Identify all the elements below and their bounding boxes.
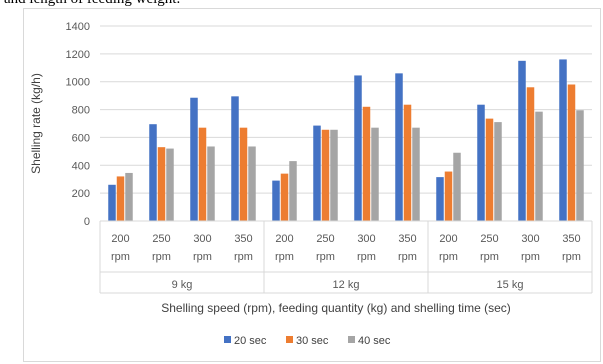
bar <box>362 106 371 221</box>
x-category-value: 300 <box>357 233 375 245</box>
bar <box>576 110 584 221</box>
x-category-value: 200 <box>439 233 457 245</box>
bar <box>412 127 420 221</box>
bar <box>559 59 567 221</box>
bar-chart: 0 200 400 600 800 1000 1200 1400 200 rpm 250 rpm 300… <box>29 21 593 347</box>
gridlines <box>100 25 592 194</box>
bar <box>518 60 526 222</box>
bar <box>116 176 125 221</box>
bar <box>108 184 116 221</box>
bar <box>371 127 379 221</box>
bar <box>477 104 485 221</box>
y-tick-label: 600 <box>72 132 90 144</box>
bar <box>157 147 166 221</box>
x-category-value: 250 <box>480 233 498 245</box>
legend-label: 30 sec <box>296 335 329 347</box>
bar <box>198 127 207 221</box>
y-axis-title: Shelling rate (kg/h) <box>29 73 43 174</box>
bar <box>567 84 576 221</box>
x-category-value: 350 <box>398 233 416 245</box>
bar <box>149 124 157 221</box>
bar <box>248 146 256 221</box>
axes: 0 200 400 600 800 1000 1200 1400 200 rpm 250 rpm 300… <box>66 21 593 294</box>
bar <box>535 111 543 221</box>
bars <box>108 59 584 222</box>
bar <box>321 129 330 221</box>
bar <box>280 173 289 221</box>
bar <box>485 118 494 221</box>
x-group-label: 12 kg <box>333 279 360 291</box>
bar <box>436 177 444 221</box>
bar <box>272 180 280 221</box>
x-axis-title: Shelling speed (rpm), feeding quantity (… <box>161 301 511 315</box>
x-category-value: 300 <box>193 233 211 245</box>
bar <box>403 104 412 221</box>
x-category-value: 250 <box>316 233 334 245</box>
x-category-unit: rpm <box>357 251 376 263</box>
legend-swatch <box>348 336 355 343</box>
x-category-unit: rpm <box>111 251 130 263</box>
legend-label: 40 sec <box>358 335 391 347</box>
bar <box>494 122 502 221</box>
x-group-label: 9 kg <box>172 279 193 291</box>
bar <box>166 148 174 221</box>
x-category-value: 350 <box>562 233 580 245</box>
y-tick-label: 1400 <box>66 21 90 33</box>
legend-label: 20 sec <box>234 335 267 347</box>
x-category-unit: rpm <box>193 251 212 263</box>
bar <box>239 127 248 221</box>
bar <box>207 146 215 221</box>
x-category-unit: rpm <box>234 251 253 263</box>
x-category-value: 200 <box>111 233 129 245</box>
chart-container: 0 200 400 600 800 1000 1200 1400 200 rpm 250 rpm 300… <box>23 8 601 362</box>
legend-swatch <box>286 336 293 343</box>
bar <box>330 129 338 221</box>
x-category-unit: rpm <box>480 251 499 263</box>
x-category-unit: rpm <box>316 251 335 263</box>
x-category-unit: rpm <box>152 251 171 263</box>
bar <box>289 161 297 221</box>
bar <box>125 172 133 221</box>
x-category-unit: rpm <box>521 251 540 263</box>
x-category-value: 200 <box>275 233 293 245</box>
y-tick-label: 1200 <box>66 49 90 61</box>
x-category-unit: rpm <box>439 251 458 263</box>
x-category-value: 250 <box>152 233 170 245</box>
bar <box>444 171 453 221</box>
bar <box>354 75 362 221</box>
y-tick-label: 0 <box>84 216 90 228</box>
y-tick-label: 800 <box>72 105 90 117</box>
bar <box>395 73 403 221</box>
x-category-value: 350 <box>234 233 252 245</box>
legend-swatch <box>224 336 231 343</box>
x-group-label: 15 kg <box>497 279 524 291</box>
bar <box>313 125 321 221</box>
x-category-unit: rpm <box>562 251 581 263</box>
x-category-unit: rpm <box>398 251 417 263</box>
bar <box>453 152 461 221</box>
bar <box>231 96 239 221</box>
x-category-value: 300 <box>521 233 539 245</box>
legend: 20 sec 30 sec 40 sec <box>224 335 391 347</box>
bar <box>190 97 198 221</box>
y-tick-label: 200 <box>72 188 90 200</box>
y-tick-label: 1000 <box>66 77 90 89</box>
bar <box>526 87 535 222</box>
y-tick-label: 400 <box>72 160 90 172</box>
figure-caption-fragment: and length of feeding weight. <box>4 0 180 8</box>
x-category-unit: rpm <box>275 251 294 263</box>
